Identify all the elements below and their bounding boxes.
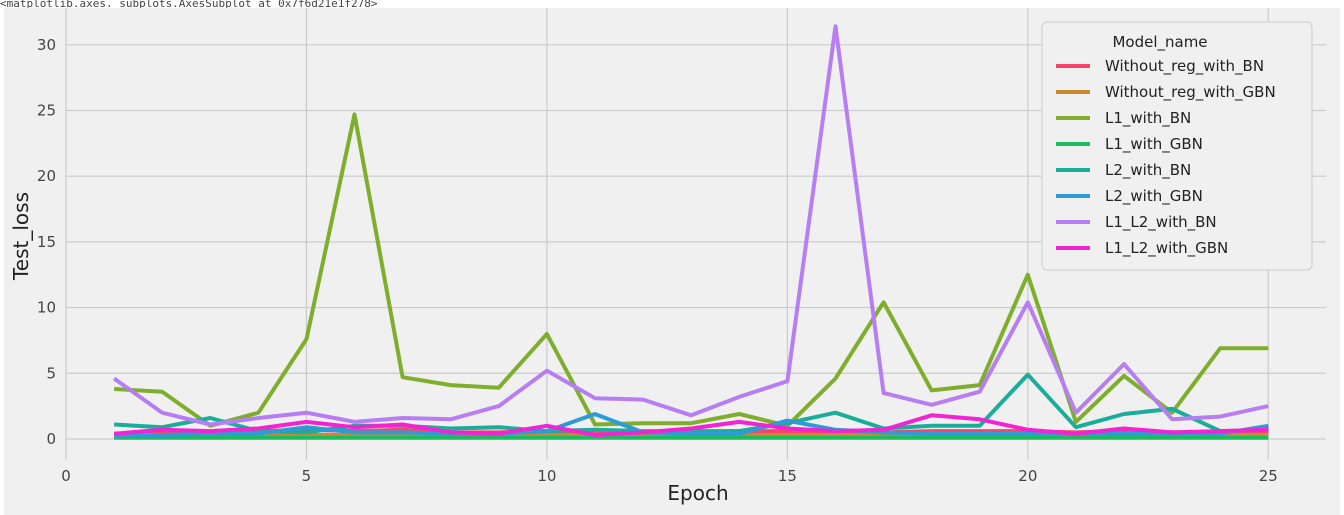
x-tick-label: 15 <box>778 467 797 485</box>
series-line-l1-l2-with-bn <box>112 24 1269 427</box>
legend-label: Without_reg_with_BN <box>1105 57 1264 76</box>
y-tick-label: 10 <box>37 299 56 317</box>
y-tick-label: 25 <box>37 101 56 119</box>
x-tick-label: 5 <box>302 467 312 485</box>
series-line-l1-l2-with-gbn <box>113 413 1269 437</box>
x-tick-label: 25 <box>1259 467 1278 485</box>
legend-label: L2_with_BN <box>1105 161 1191 180</box>
legend-label: L1_L2_with_BN <box>1105 213 1217 232</box>
y-tick-label: 0 <box>46 430 56 448</box>
x-tick-label: 10 <box>537 467 556 485</box>
y-tick-label: 15 <box>37 233 56 251</box>
x-tick-label: 20 <box>1018 467 1037 485</box>
y-tick-label: 20 <box>37 167 56 185</box>
y-axis-label: Test_loss <box>9 192 33 281</box>
legend-title: Model_name <box>1112 33 1207 52</box>
x-tick-labels: 0 5 10 15 20 25 <box>61 467 1278 485</box>
legend-label: Without_reg_with_GBN <box>1105 83 1276 102</box>
legend-label: L1_with_GBN <box>1105 135 1203 154</box>
series-lines <box>112 24 1269 440</box>
x-axis-label: Epoch <box>667 481 728 505</box>
legend-items: Without_reg_with_BN Without_reg_with_GBN L… <box>1056 57 1276 258</box>
x-tick-label: 0 <box>61 467 71 485</box>
series-line-l2-with-bn <box>113 372 1269 435</box>
legend-label: L1_with_BN <box>1105 109 1191 128</box>
series-line-l1-with-bn <box>113 112 1269 428</box>
cell-output-text: <matplotlib.axes._subplots.AxesSubplot a… <box>0 0 378 10</box>
y-tick-labels: 0 5 10 15 20 25 30 <box>37 36 56 448</box>
y-tick-label: 30 <box>37 36 56 54</box>
legend-label: L1_L2_with_GBN <box>1105 239 1228 258</box>
legend-label: L2_with_GBN <box>1105 187 1203 206</box>
legend-box <box>1041 21 1313 271</box>
y-tick-label: 5 <box>46 364 56 382</box>
legend: Model_name Without_reg_with_BNWithout_re… <box>1041 21 1313 271</box>
